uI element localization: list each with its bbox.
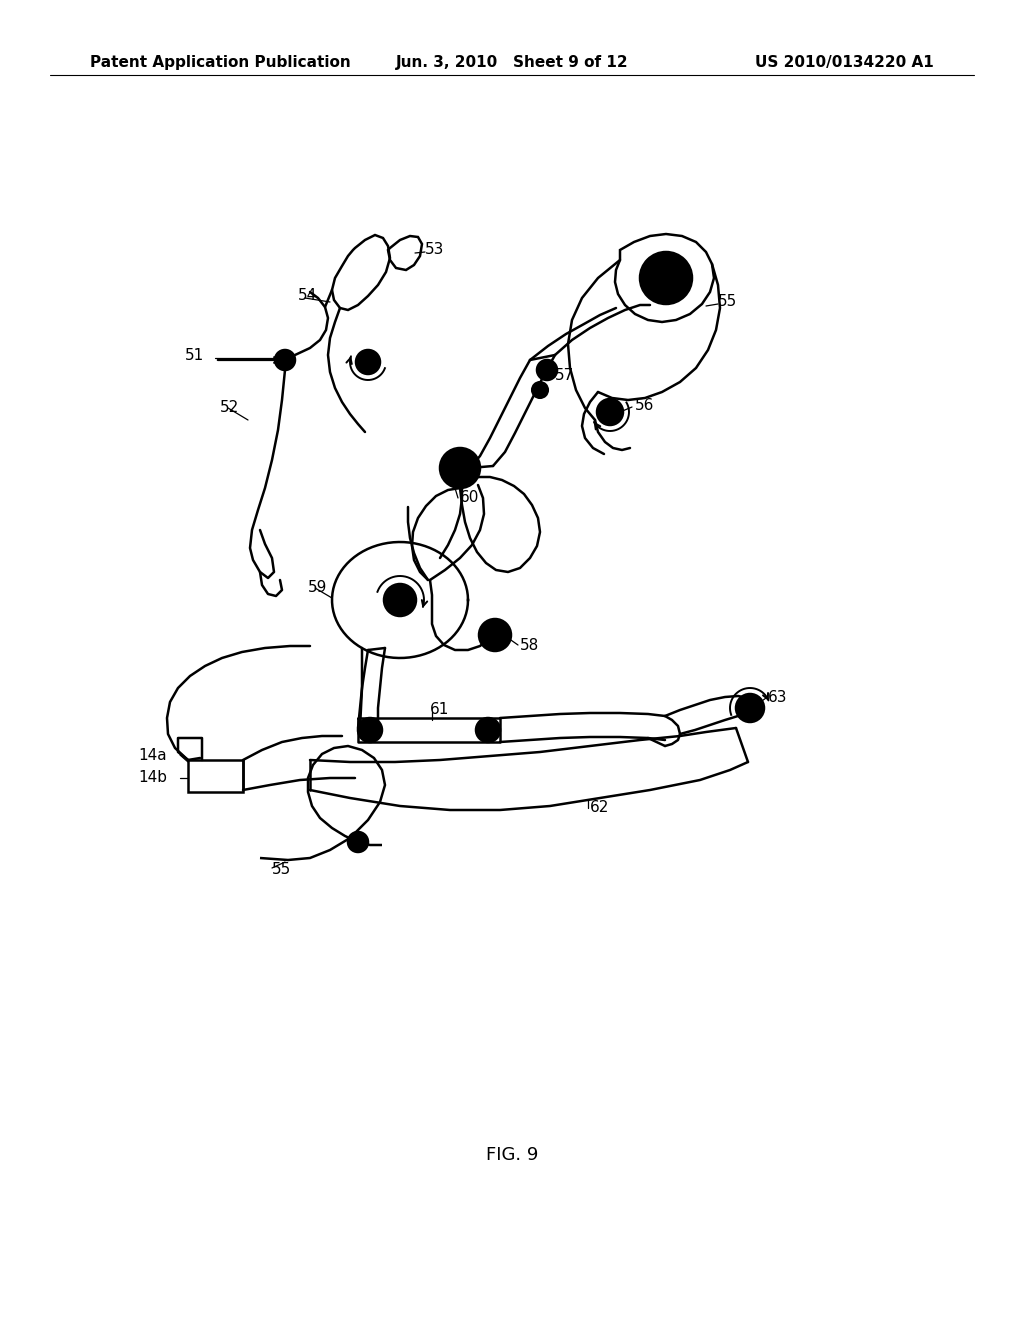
Text: 55: 55 [272,862,291,878]
Text: Jun. 3, 2010   Sheet 9 of 12: Jun. 3, 2010 Sheet 9 of 12 [395,54,629,70]
Text: 54: 54 [298,289,317,304]
Circle shape [384,583,416,616]
Text: 56: 56 [635,397,654,412]
Text: 59: 59 [308,581,328,595]
Circle shape [479,619,511,651]
Circle shape [736,694,764,722]
Circle shape [532,381,548,399]
Text: 53: 53 [425,243,444,257]
Text: 14a: 14a [138,747,167,763]
Circle shape [640,252,692,304]
Text: US 2010/0134220 A1: US 2010/0134220 A1 [756,54,934,70]
Text: 51: 51 [185,347,204,363]
Bar [188,760,243,792]
Circle shape [358,718,382,742]
Text: 52: 52 [220,400,240,416]
Circle shape [440,447,480,488]
Text: 60: 60 [460,491,479,506]
Text: 63: 63 [768,690,787,705]
Text: 55: 55 [718,294,737,309]
Circle shape [348,832,368,851]
Text: 14b: 14b [138,771,167,785]
Text: Patent Application Publication: Patent Application Publication [90,54,351,70]
Circle shape [476,718,500,742]
Circle shape [275,350,295,370]
Circle shape [537,360,557,380]
Circle shape [356,350,380,374]
Circle shape [597,399,623,425]
Text: FIG. 9: FIG. 9 [485,1146,539,1164]
Text: 62: 62 [590,800,609,816]
Text: 58: 58 [520,638,540,652]
Text: 61: 61 [430,702,450,718]
Text: 57: 57 [555,367,574,383]
